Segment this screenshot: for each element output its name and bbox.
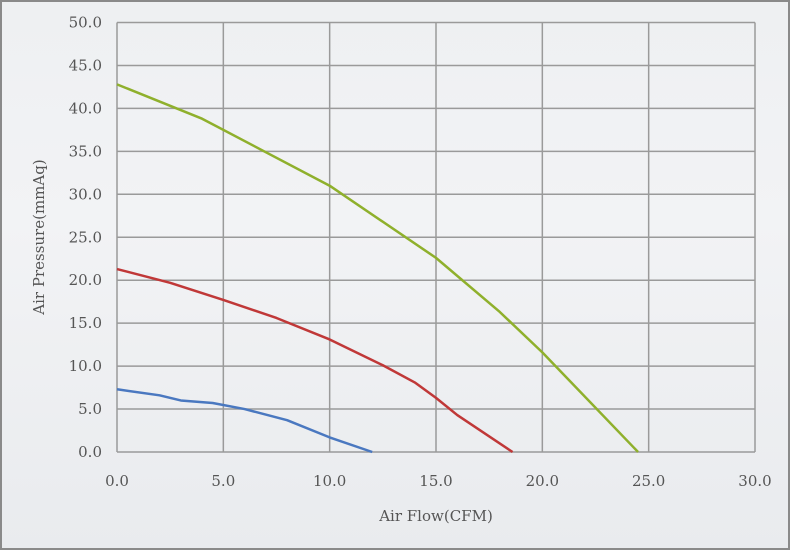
series-line-0: [116, 83, 639, 453]
y-tick-label: 10.0: [69, 357, 102, 375]
x-tick-label: 20.0: [526, 472, 559, 490]
x-tick-label: 25.0: [632, 472, 665, 490]
y-tick-label: 0.0: [78, 443, 102, 461]
y-tick-label: 25.0: [69, 228, 102, 246]
x-tick-label: 0.0: [105, 472, 129, 490]
series-line-1: [116, 267, 514, 454]
x-tick-label: 10.0: [313, 472, 346, 490]
y-axis-label: Air Pressure(mmAq): [30, 159, 48, 315]
y-tick-label: 45.0: [69, 56, 102, 74]
y-tick-label: 15.0: [69, 314, 102, 332]
x-tick-label: 30.0: [738, 472, 771, 490]
x-tick-label: 15.0: [419, 472, 452, 490]
y-tick-label: 5.0: [78, 400, 102, 418]
x-tick-label: 5.0: [211, 472, 235, 490]
series-line-2: [116, 388, 373, 454]
x-axis-label: Air Flow(CFM): [378, 507, 493, 525]
y-tick-label: 40.0: [69, 99, 102, 117]
y-tick-label: 50.0: [69, 14, 102, 32]
y-tick-label: 35.0: [69, 142, 102, 160]
y-tick-label: 20.0: [69, 271, 102, 289]
y-tick-label: 30.0: [69, 185, 102, 203]
